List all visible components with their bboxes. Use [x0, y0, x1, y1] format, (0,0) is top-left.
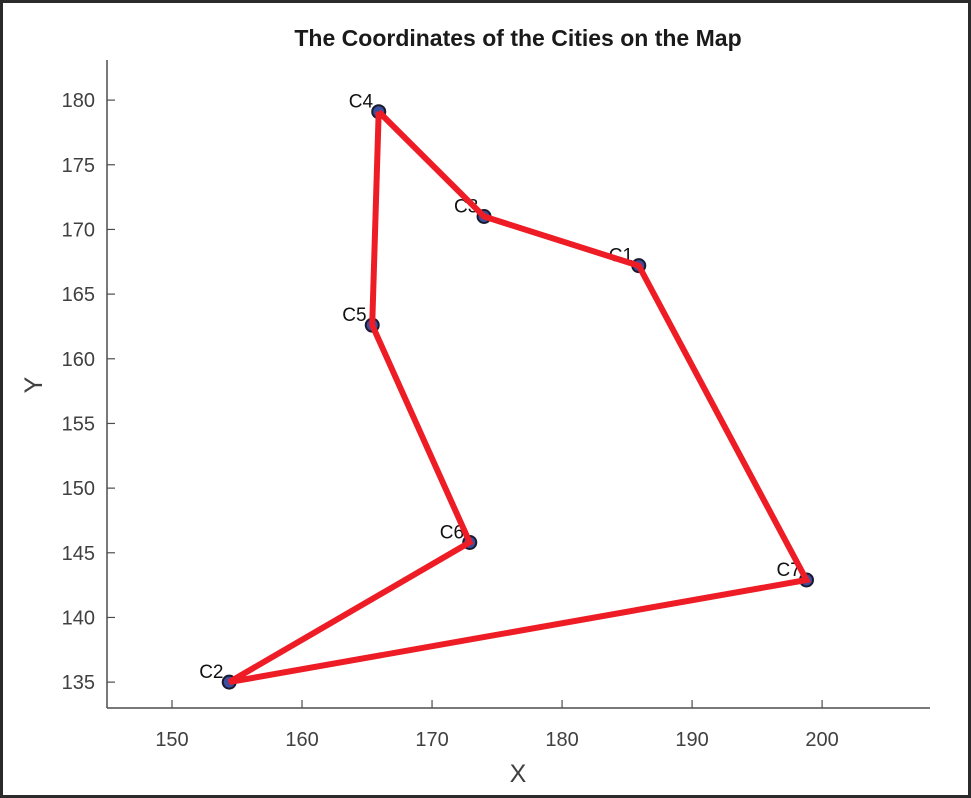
x-tick-label: 160	[285, 729, 318, 751]
y-tick-label: 140	[62, 607, 95, 629]
route-polyline	[227, 109, 812, 686]
x-tick-label: 200	[805, 729, 838, 751]
city-label: C6	[440, 522, 464, 543]
x-tick-label: 170	[415, 729, 448, 751]
chart-title: The Coordinates of the Cities on the Map	[294, 25, 741, 51]
city-label: C5	[342, 305, 366, 326]
y-tick-label: 165	[62, 284, 95, 306]
y-tick-label: 180	[62, 90, 95, 112]
x-tick-label: 190	[675, 729, 708, 751]
y-tick-label: 135	[62, 672, 95, 694]
x-axis-label: X	[510, 760, 527, 788]
x-tick-label: 180	[545, 729, 578, 751]
city-label: C2	[199, 662, 223, 683]
y-tick-label: 175	[62, 155, 95, 177]
y-tick-label: 160	[62, 349, 95, 371]
y-tick-label: 155	[62, 413, 95, 435]
y-axis-label: Y	[20, 376, 48, 393]
axes: 150 160 170 180 190 200 135 140 145 150 155 160 165 1…	[62, 60, 930, 751]
city-label: C7	[776, 560, 800, 581]
y-tick-label: 145	[62, 543, 95, 565]
x-tick-label: 150	[155, 729, 188, 751]
y-tick-label: 170	[62, 219, 95, 241]
route-line	[227, 109, 812, 686]
y-tick-label: 150	[62, 478, 95, 500]
city-label: C4	[349, 92, 374, 113]
